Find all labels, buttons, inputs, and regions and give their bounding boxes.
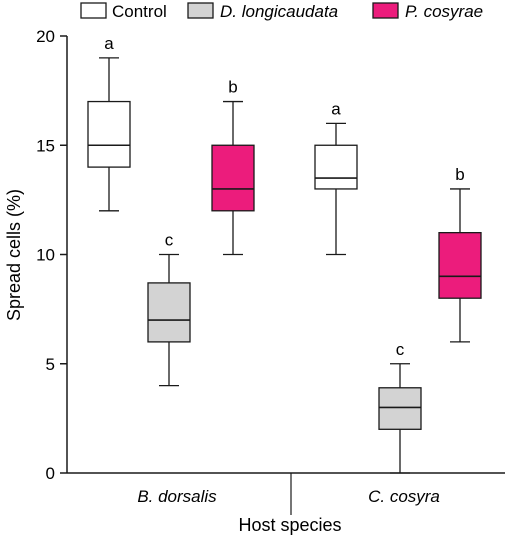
y-tick-label: 5	[46, 355, 55, 374]
legend-item: D. longicaudata	[187, 2, 338, 21]
box-p-cosyrae-2: b	[438, 165, 482, 343]
box-iqr	[147, 282, 191, 343]
significance-letter: a	[331, 99, 341, 118]
legend-swatch	[372, 2, 399, 19]
box-iqr	[314, 144, 358, 190]
y-tick-label: 0	[46, 464, 55, 483]
y-tick-label: 20	[36, 27, 55, 46]
group-label: C. cosyra	[368, 487, 440, 506]
significance-letter: b	[455, 165, 464, 184]
significance-letter: a	[104, 34, 114, 53]
plot-area: a a c c b b	[87, 34, 482, 474]
significance-letter: b	[228, 78, 237, 97]
box-iqr	[211, 144, 255, 212]
legend-label: P. cosyrae	[405, 2, 483, 21]
legend-item: Control	[80, 2, 167, 21]
box-d-longicaudata-2: c	[378, 340, 422, 474]
legend-swatch	[187, 2, 214, 19]
axes: 0 5 10 15 20 B. dorsalis C. cosyra	[36, 27, 505, 515]
legend-item: P. cosyrae	[372, 2, 483, 21]
y-axis-title: Spread cells (%)	[4, 189, 24, 321]
legend: Control D. longicaudata P. cosyrae	[80, 2, 483, 21]
legend-swatch	[80, 2, 107, 19]
box-control-1: a	[87, 34, 131, 212]
x-axis-title: Host species	[238, 515, 341, 535]
box-iqr	[438, 231, 482, 299]
box-iqr	[87, 100, 131, 168]
significance-letter: c	[165, 231, 174, 250]
legend-label: D. longicaudata	[220, 2, 338, 21]
legend-label: Control	[112, 2, 167, 21]
y-tick-label: 10	[36, 246, 55, 265]
box-p-cosyrae-1: b	[211, 78, 255, 256]
box-iqr	[378, 387, 422, 430]
significance-letter: c	[396, 340, 405, 359]
box-control-2: a	[314, 99, 358, 256]
group-label: B. dorsalis	[137, 487, 217, 506]
box-d-longicaudata-1: c	[147, 231, 191, 387]
y-tick-label: 15	[36, 136, 55, 155]
